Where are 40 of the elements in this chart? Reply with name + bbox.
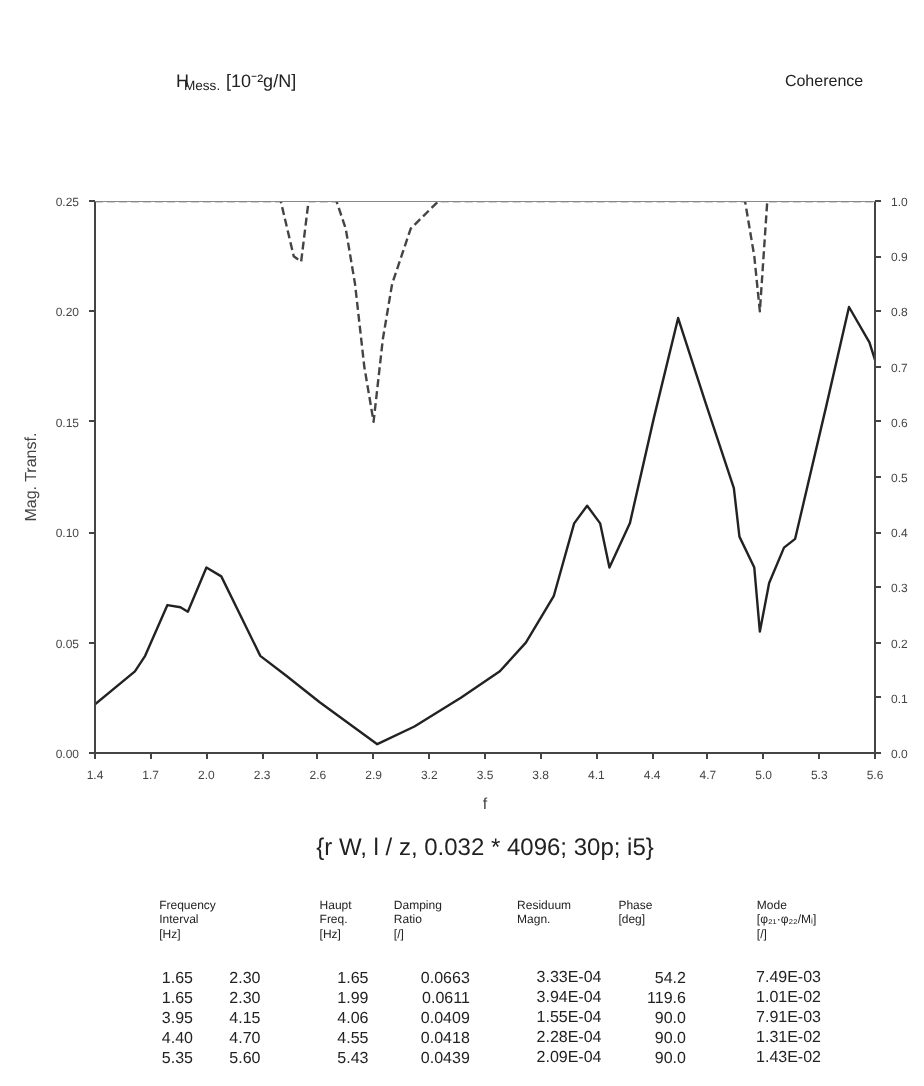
text: 90.0 xyxy=(654,1009,688,1027)
text: 90.0 xyxy=(654,1049,688,1067)
text: 1.99 xyxy=(337,989,370,1007)
line-series xyxy=(95,305,875,746)
text: 1.65 xyxy=(161,969,195,987)
text: 7.49E-03 xyxy=(756,968,823,986)
text: Coherence xyxy=(784,72,865,90)
text: 3.33E-04 xyxy=(536,968,603,986)
text: 2.28E-04 xyxy=(536,1028,603,1046)
text: 1.65 xyxy=(161,989,195,1007)
text: 1.55E-04 xyxy=(536,1008,603,1026)
text: 0.0663 xyxy=(420,969,471,987)
text: 5.35 xyxy=(161,1049,195,1067)
text: 1.31E-02 xyxy=(756,1028,823,1046)
text: 1.43E-02 xyxy=(756,1048,823,1066)
text: {r W, l / z, 0.032 * 4096; 30p; i5} xyxy=(316,833,654,861)
text: 90.0 xyxy=(654,1029,688,1047)
text: 2.30 xyxy=(229,989,262,1007)
y-axis-title: Mag. Transf. xyxy=(21,432,40,522)
text: 3.94E-04 xyxy=(536,988,603,1006)
text: 0.0439 xyxy=(420,1049,471,1067)
text: 4.70 xyxy=(229,1029,262,1047)
text: 54.2 xyxy=(654,969,688,987)
text: 1.01E-02 xyxy=(756,988,823,1006)
text: 4.06 xyxy=(337,1009,370,1027)
text: 4.55 xyxy=(337,1029,370,1047)
x-axis-title: f xyxy=(482,795,489,813)
text: 119.6 xyxy=(647,989,688,1007)
text: 0.0409 xyxy=(420,1009,471,1027)
text: 4.15 xyxy=(229,1009,262,1027)
text: 3.95 xyxy=(161,1009,195,1027)
text: 4.40 xyxy=(161,1029,195,1047)
text: 0.0611 xyxy=(422,989,471,1007)
text: 0.0418 xyxy=(420,1029,471,1047)
text: 2.09E-04 xyxy=(536,1048,603,1066)
text: 5.43 xyxy=(337,1049,370,1067)
text: 7.91E-03 xyxy=(756,1008,823,1026)
text: 2.30 xyxy=(229,969,262,987)
text: 1.65 xyxy=(337,969,370,987)
text: 5.60 xyxy=(229,1049,262,1067)
